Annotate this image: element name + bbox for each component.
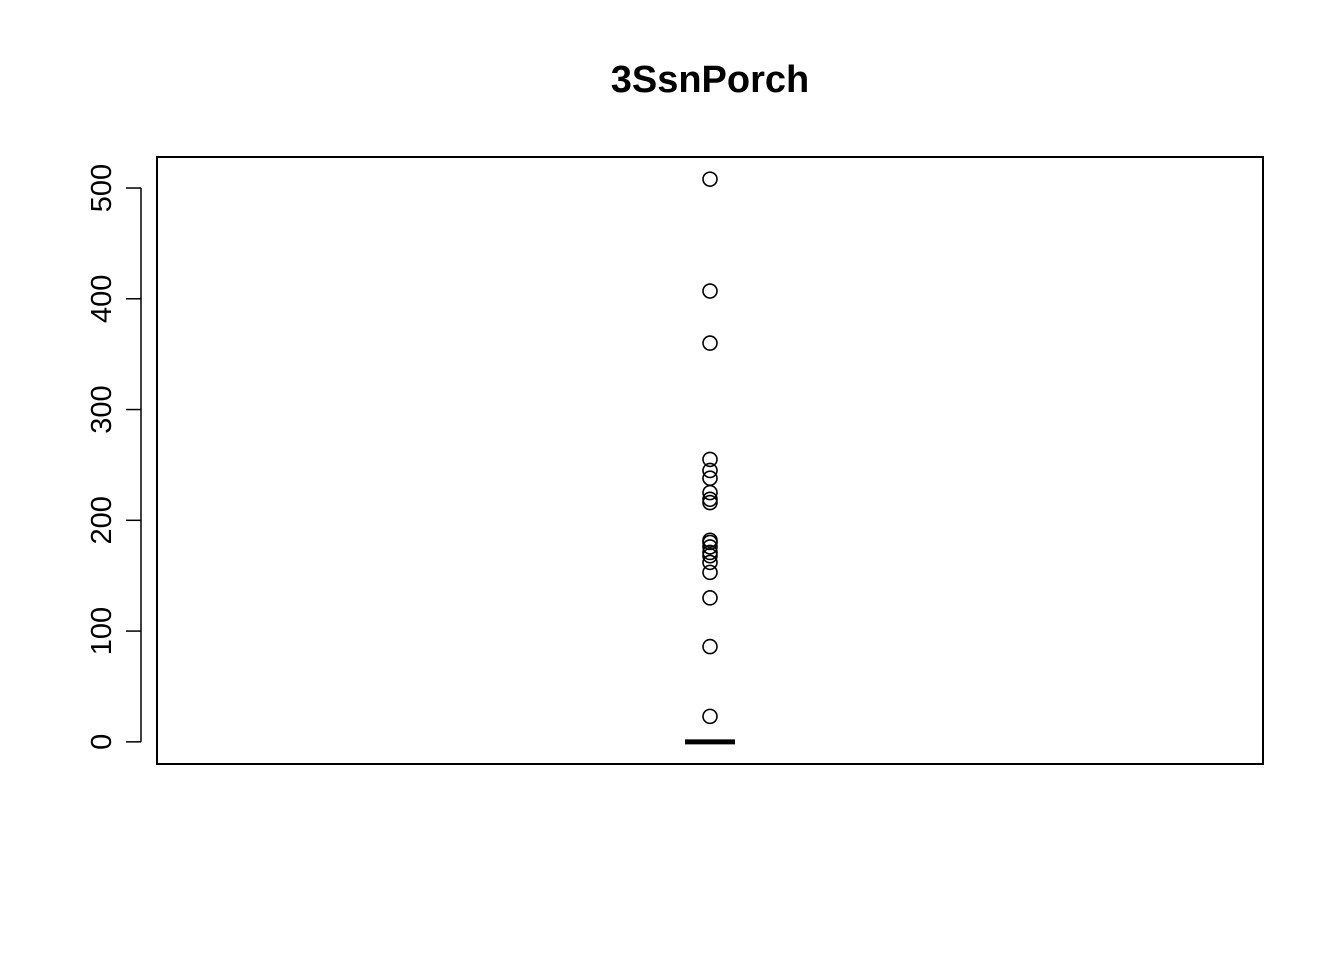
y-axis-ticks: 0 100 200 300 400 500 [86,164,141,750]
outlier-point [702,494,718,511]
outlier-point [702,484,718,501]
y-tick-label: 300 [86,385,118,433]
outlier-point [702,462,718,479]
outlier-point [702,283,718,299]
outlier-points [702,171,718,725]
outlier-point [702,554,718,571]
y-tick-label: 200 [86,496,118,544]
outlier-point [702,590,718,606]
outlier-point [702,708,718,725]
outlier-point [702,171,718,187]
outlier-point [702,335,718,351]
outlier-point [702,451,718,468]
plot-frame [156,156,1264,765]
y-tick-label: 500 [86,164,118,212]
y-tick-label: 400 [86,275,118,323]
outlier-point [702,638,718,655]
y-tick-label: 0 [86,734,118,750]
y-tick-label: 100 [86,607,118,655]
outlier-point [702,547,718,564]
chart-title: 3SsnPorch [611,59,810,101]
outlier-point [702,564,718,581]
outlier-point [702,539,718,555]
